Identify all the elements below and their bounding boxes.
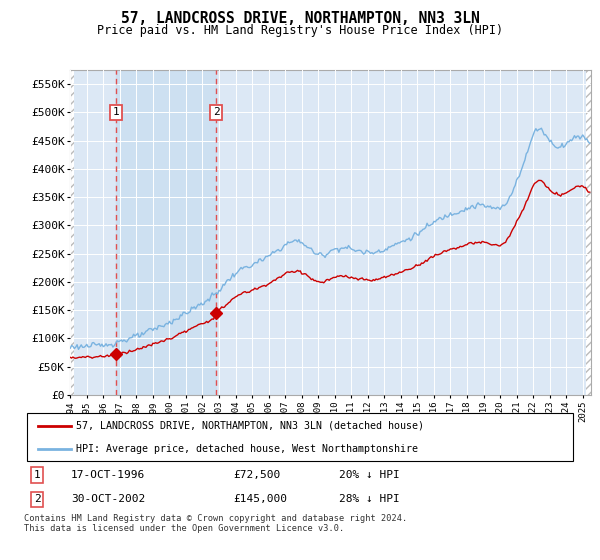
Text: 57, LANDCROSS DRIVE, NORTHAMPTON, NN3 3LN: 57, LANDCROSS DRIVE, NORTHAMPTON, NN3 3L… (121, 11, 479, 26)
Text: 30-OCT-2002: 30-OCT-2002 (71, 494, 145, 505)
Bar (586, 70, 595, 395)
Text: 28% ↓ HPI: 28% ↓ HPI (338, 494, 400, 505)
Text: Contains HM Land Registry data © Crown copyright and database right 2024.
This d: Contains HM Land Registry data © Crown c… (24, 514, 407, 534)
Text: 1: 1 (113, 108, 120, 118)
Text: £72,500: £72,500 (234, 470, 281, 480)
Bar (116, 70, 216, 395)
FancyBboxPatch shape (27, 413, 573, 461)
Text: 2: 2 (34, 494, 41, 505)
Text: Price paid vs. HM Land Registry's House Price Index (HPI): Price paid vs. HM Land Registry's House … (97, 24, 503, 36)
Text: £145,000: £145,000 (234, 494, 288, 505)
Text: 2: 2 (213, 108, 220, 118)
Text: 1: 1 (34, 470, 41, 480)
Text: HPI: Average price, detached house, West Northamptonshire: HPI: Average price, detached house, West… (76, 444, 418, 454)
Text: 57, LANDCROSS DRIVE, NORTHAMPTON, NN3 3LN (detached house): 57, LANDCROSS DRIVE, NORTHAMPTON, NN3 3L… (76, 421, 424, 431)
Text: 20% ↓ HPI: 20% ↓ HPI (338, 470, 400, 480)
Bar (70, 70, 74, 395)
Text: 17-OCT-1996: 17-OCT-1996 (71, 470, 145, 480)
